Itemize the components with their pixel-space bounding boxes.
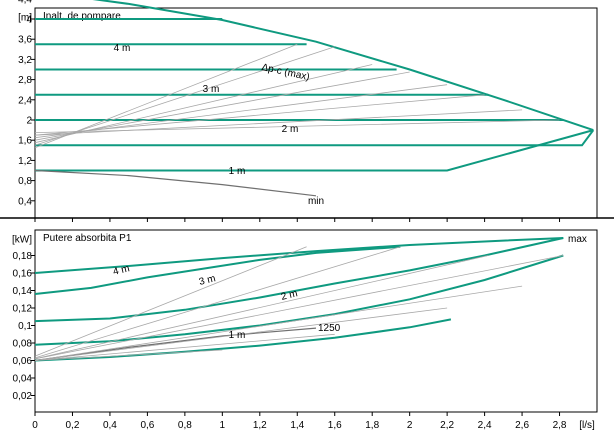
head-y-tick-label: 4,4 bbox=[18, 0, 32, 5]
power-y-tick-label: 0,18 bbox=[13, 251, 33, 262]
head-y-tick-label: 2,4 bbox=[18, 95, 32, 106]
head-y-tick-label: 0,8 bbox=[18, 176, 32, 187]
head-series-7 bbox=[35, 129, 594, 172]
x-tick-label: 0 bbox=[32, 420, 38, 431]
head-series-14-thin bbox=[34, 94, 485, 136]
head-series-6 bbox=[35, 129, 595, 147]
head-y-tick-label: 2,8 bbox=[18, 75, 32, 86]
power-series-12-thin bbox=[34, 333, 335, 361]
x-tick-label: 2,6 bbox=[515, 420, 529, 431]
x-tick-label: 1,6 bbox=[328, 420, 342, 431]
power-y-tick-label: 0,16 bbox=[13, 269, 33, 280]
x-tick-label: 1,4 bbox=[290, 420, 304, 431]
power-panel-title: Putere absorbita P1 bbox=[43, 233, 132, 244]
head-y-tick-label: 3,2 bbox=[18, 55, 32, 66]
curve-label-3m-power: 3 m bbox=[198, 273, 217, 288]
curve-label-4m: 4 m bbox=[114, 43, 131, 54]
power-series-7-thin bbox=[34, 246, 401, 359]
power-y-tick-label: 0,12 bbox=[13, 304, 33, 315]
power-series-10-thin bbox=[34, 285, 523, 361]
curve-label-max: max bbox=[568, 234, 587, 245]
x-tick-label: 2,8 bbox=[553, 420, 567, 431]
head-y-tick-label: 3,6 bbox=[18, 35, 32, 46]
head-series-10-thin bbox=[34, 46, 335, 146]
head-y-tick-label: 1,6 bbox=[18, 136, 32, 147]
power-y-tick-label: 0,02 bbox=[13, 391, 33, 402]
head-series-16-thin bbox=[34, 119, 560, 133]
curve-label-2m-power: 2 m bbox=[280, 288, 299, 303]
power-series-1 bbox=[34, 245, 401, 295]
power-y-tick-label: 0,14 bbox=[13, 286, 33, 297]
x-unit-label: [l/s] bbox=[579, 420, 595, 431]
head-panel-title: Inalt. de pompare bbox=[43, 11, 121, 22]
curve-label-1m: 1 m bbox=[229, 166, 246, 177]
x-tick-label: 2,4 bbox=[478, 420, 492, 431]
power-series-9-thin bbox=[34, 255, 564, 360]
power-series-3 bbox=[34, 254, 564, 346]
curve-label-1m-power: 1 m bbox=[229, 330, 246, 341]
curve-label-4m-power: 4 m bbox=[112, 263, 131, 278]
x-tick-label: 2 bbox=[407, 420, 413, 431]
head-y-unit-label: [m] bbox=[18, 13, 32, 24]
x-tick-label: 0,2 bbox=[66, 420, 80, 431]
head-series-12-thin bbox=[34, 71, 410, 141]
power-series-0 bbox=[34, 237, 564, 274]
curve-label-min: min bbox=[308, 196, 324, 207]
curve-label-3m: 3 m bbox=[203, 84, 220, 95]
x-tick-label: 2,2 bbox=[440, 420, 454, 431]
x-tick-label: 1,8 bbox=[365, 420, 379, 431]
curve-label-1250: 1250 bbox=[318, 323, 341, 334]
power-series-2 bbox=[34, 237, 564, 323]
x-tick-label: 0,6 bbox=[140, 420, 154, 431]
power-y-unit-label: [kW] bbox=[12, 235, 32, 246]
head-series-0 bbox=[92, 0, 594, 132]
power-y-tick-label: 0,08 bbox=[13, 339, 33, 350]
head-y-tick-label: 1,2 bbox=[18, 156, 32, 167]
power-series-8-thin bbox=[34, 255, 489, 360]
x-tick-label: 0,8 bbox=[178, 420, 192, 431]
power-y-tick-label: 0,1 bbox=[18, 321, 32, 332]
head-y-tick-label: 0,4 bbox=[18, 196, 32, 207]
power-y-tick-label: 0,04 bbox=[13, 374, 33, 385]
curve-label-2m: 2 m bbox=[282, 124, 299, 135]
power-series-13-thin bbox=[34, 349, 223, 361]
power-y-tick-label: 0,06 bbox=[13, 356, 33, 367]
x-tick-label: 0,4 bbox=[103, 420, 117, 431]
x-tick-label: 1,2 bbox=[253, 420, 267, 431]
power-series-6-thin bbox=[34, 246, 307, 357]
head-series-8 bbox=[34, 169, 317, 197]
power-series-4 bbox=[34, 318, 452, 362]
head-y-tick-label: 4 bbox=[26, 15, 32, 26]
power-series-11-thin bbox=[34, 307, 448, 361]
power-series-5 bbox=[34, 327, 317, 362]
x-tick-label: 1 bbox=[220, 420, 226, 431]
head-y-tick-label: 2 bbox=[26, 116, 32, 127]
